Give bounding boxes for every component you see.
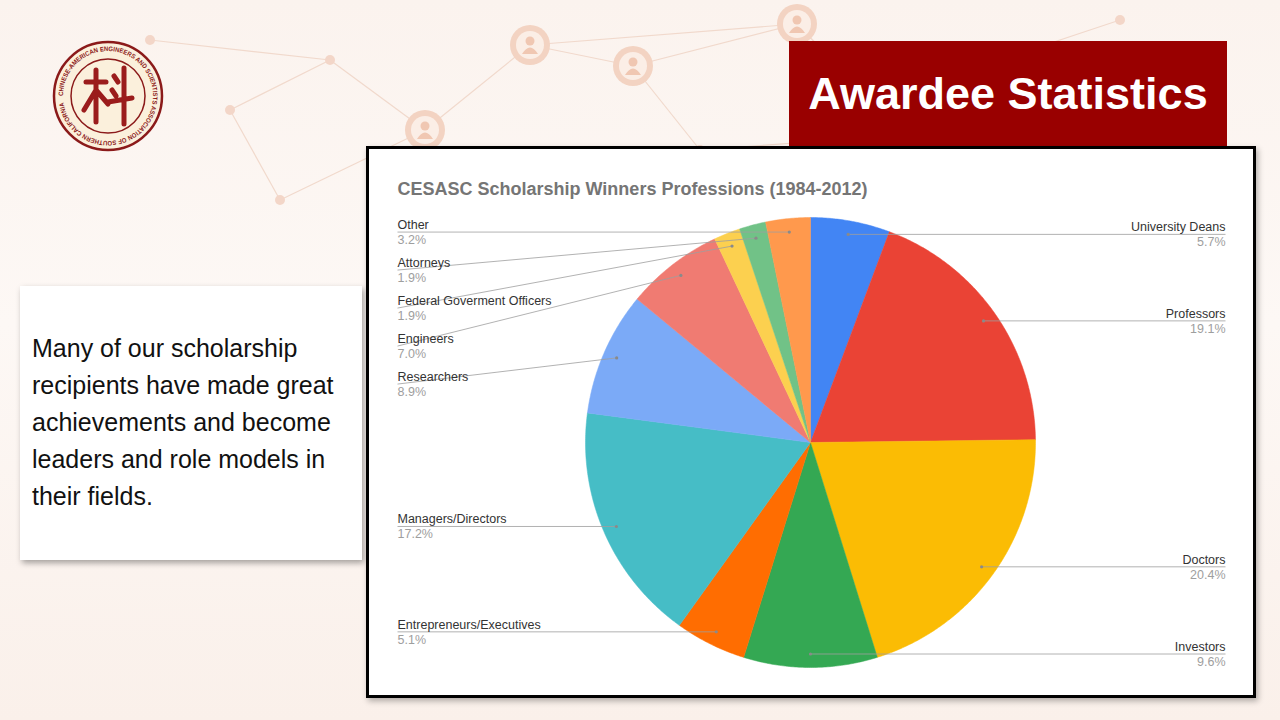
svg-text:17.2%: 17.2% [398, 527, 433, 541]
html-text:Many of our scholarship recipi: Many of our scholarship recipients have … [32, 334, 334, 510]
svg-text:Investors: Investors [1175, 640, 1226, 654]
svg-text:19.1%: 19.1% [1190, 322, 1225, 336]
svg-text:7.0%: 7.0% [398, 347, 427, 361]
svg-text:Engineers: Engineers [398, 332, 454, 346]
svg-text:CHINESE-AMERICAN ENGINEERS AND: CHINESE-AMERICAN ENGINEERS AND SCIENTIST… [57, 45, 159, 147]
svg-text:Managers/Directors: Managers/Directors [398, 512, 507, 526]
svg-text:1.9%: 1.9% [398, 309, 427, 323]
svg-text:1.9%: 1.9% [398, 271, 427, 285]
svg-text:Other: Other [398, 218, 429, 232]
svg-text:3.2%: 3.2% [398, 233, 427, 247]
svg-text:CESASC Scholarship Winners Pro: CESASC Scholarship Winners Professions (… [398, 179, 868, 199]
html-text:Awardee Statistics: Awardee Statistics [808, 67, 1208, 119]
svg-text:8.9%: 8.9% [398, 385, 427, 399]
svg-text:Entrepreneurs/Executives: Entrepreneurs/Executives [398, 618, 541, 632]
svg-text:Federal Goverment Officers: Federal Goverment Officers [398, 294, 552, 308]
svg-text:Attorneys: Attorneys [398, 256, 451, 270]
svg-text:Professors: Professors [1166, 307, 1226, 321]
svg-text:5.1%: 5.1% [398, 633, 427, 647]
svg-text:University Deans: University Deans [1131, 220, 1225, 234]
svg-text:Doctors: Doctors [1182, 553, 1225, 567]
svg-text:9.6%: 9.6% [1197, 655, 1226, 669]
svg-text:20.4%: 20.4% [1190, 568, 1225, 582]
svg-text:Researchers: Researchers [398, 370, 469, 384]
svg-text:5.7%: 5.7% [1197, 235, 1226, 249]
